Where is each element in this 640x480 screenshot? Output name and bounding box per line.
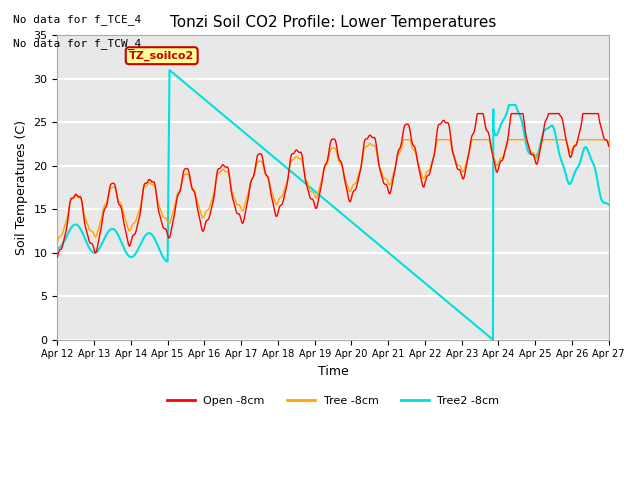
Text: No data for f_TCW_4: No data for f_TCW_4 bbox=[13, 38, 141, 49]
Legend: Open -8cm, Tree -8cm, Tree2 -8cm: Open -8cm, Tree -8cm, Tree2 -8cm bbox=[163, 391, 504, 410]
Title: Tonzi Soil CO2 Profile: Lower Temperatures: Tonzi Soil CO2 Profile: Lower Temperatur… bbox=[170, 15, 496, 30]
Text: No data for f_TCE_4: No data for f_TCE_4 bbox=[13, 14, 141, 25]
X-axis label: Time: Time bbox=[317, 365, 348, 378]
Y-axis label: Soil Temperatures (C): Soil Temperatures (C) bbox=[15, 120, 28, 255]
Text: TZ_soilco2: TZ_soilco2 bbox=[129, 50, 195, 61]
